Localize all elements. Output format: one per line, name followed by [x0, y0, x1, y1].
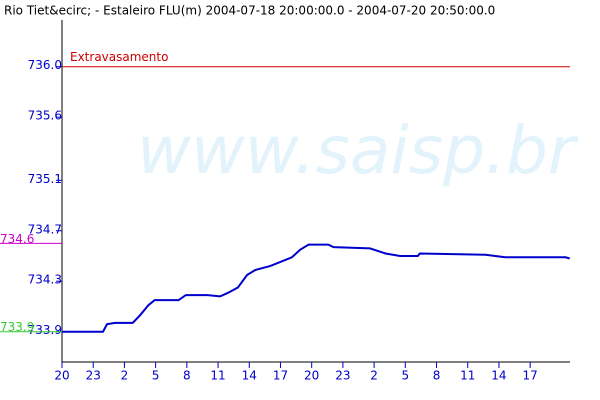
x-tick-label: 23: [86, 369, 101, 383]
watermark: www.saisp.br: [137, 112, 579, 189]
x-tick-label: 20: [304, 369, 319, 383]
y-tick-label: 734.7: [28, 222, 62, 236]
y-tick-label: 736.0: [28, 58, 62, 72]
x-tick-label: 14: [491, 369, 506, 383]
x-tick-label: 8: [183, 369, 191, 383]
x-tick-label: 14: [242, 369, 257, 383]
x-tick-label: 2: [370, 369, 378, 383]
x-tick-label: 23: [335, 369, 350, 383]
y-tick-label: 735.6: [28, 109, 62, 123]
side-label: 733.9: [0, 320, 34, 334]
y-tick-label: 735.1: [28, 172, 62, 186]
x-tick-label: 17: [523, 369, 538, 383]
x-tick-label: 5: [152, 369, 160, 383]
side-label: 734.6: [0, 232, 34, 246]
x-tick-label: 11: [460, 369, 475, 383]
x-tick-label: 20: [54, 369, 69, 383]
threshold-label: Extravasamento: [70, 50, 168, 64]
chart-title: Rio Tiet&ecirc; - Estaleiro FLU(m) 2004-…: [4, 4, 495, 18]
x-tick-label: 17: [273, 369, 288, 383]
y-tick-label: 734.3: [28, 273, 62, 287]
x-tick-label: 11: [210, 369, 225, 383]
x-tick-label: 5: [401, 369, 409, 383]
x-tick-label: 2: [121, 369, 129, 383]
x-tick-label: 8: [433, 369, 441, 383]
series-line: [62, 243, 570, 333]
y-tick-label: 733.9: [28, 323, 62, 337]
